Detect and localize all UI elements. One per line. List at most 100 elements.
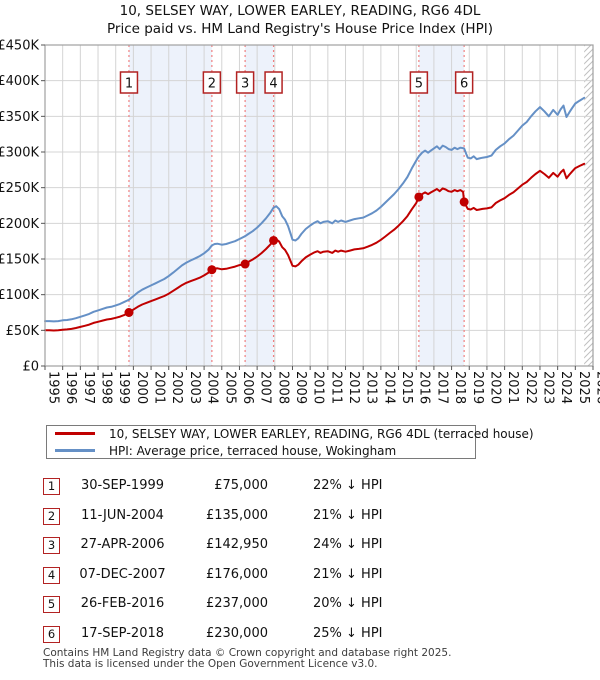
x-tick-label: 1996: [63, 371, 78, 404]
license-footer: Contains HM Land Registry data © Crown c…: [43, 648, 451, 670]
x-tick-label: 1997: [81, 371, 96, 404]
sale-date: 11-JUN-2004: [81, 507, 164, 523]
x-tick-label: 2003: [187, 371, 202, 404]
sale-price: £75,000: [214, 478, 268, 493]
x-tick-label: 2021: [505, 371, 520, 404]
sale-number-badge: 1: [43, 478, 60, 495]
sale-price: £176,000: [205, 566, 268, 582]
x-tick-label: 1995: [46, 371, 61, 404]
x-tick-label: 2011: [328, 371, 343, 404]
x-tick-label: 1999: [116, 371, 131, 404]
sale-number-box: [235, 71, 255, 94]
sale-point-marker: [207, 265, 217, 275]
x-tick-label: 2020: [487, 371, 502, 404]
sale-number-badge: 2: [43, 507, 60, 525]
sales-table: 1 30-SEP-1999 £75,000 22% ↓ HPI 2 11-JUN…: [43, 478, 443, 643]
sale-point-marker: [269, 235, 279, 245]
sale-number-label: 2: [208, 77, 216, 92]
x-tick-label: 2019: [470, 371, 485, 404]
x-tick-label: 2026: [594, 371, 600, 404]
x-tick-label: 2002: [169, 371, 184, 404]
x-tick-label: 2006: [240, 371, 255, 404]
price-history-chart: 1 2 3 4 5 6 £0 £50K £100K £150K £200K £250K £300K £35…: [0, 39, 600, 405]
x-tick-label: 2008: [275, 371, 290, 404]
sale-number-box: [119, 71, 139, 94]
sale-number-label: 6: [460, 77, 468, 92]
sale-point-marker: [240, 259, 250, 269]
y-tick-label: £250K: [0, 181, 39, 196]
x-tick-label: 2012: [346, 371, 361, 404]
page-title: 10, SELSEY WAY, LOWER EARLEY, READING, R…: [119, 3, 481, 19]
x-tick-label: 2014: [381, 371, 396, 404]
x-tick-label: 2009: [293, 371, 308, 404]
x-tick-label: 2016: [417, 371, 432, 404]
sale-number-box: [202, 71, 222, 94]
footer-line-2: This data is licensed under the Open Gov…: [43, 658, 378, 670]
x-tick-label: 1998: [99, 371, 114, 404]
x-tick-label: 2004: [205, 371, 220, 404]
sale-point-marker: [124, 308, 134, 317]
x-tick-label: 2001: [152, 371, 167, 404]
sale-date: 30-SEP-1999: [80, 478, 165, 493]
sale-hpi-delta: 24% ↓ HPI: [313, 537, 383, 552]
table-row: 3 27-APR-2006 £142,950 24% ↓ HPI: [43, 537, 443, 554]
x-tick-label: 2023: [540, 371, 555, 404]
legend-label-hpi: HPI: Average price, terraced house, Woki…: [109, 443, 397, 458]
hpi-line: [44, 96, 586, 323]
x-tick-label: 2015: [399, 371, 414, 404]
y-tick-label: £400K: [0, 74, 39, 89]
sale-point-marker: [459, 197, 469, 207]
table-row: 1 30-SEP-1999 £75,000 22% ↓ HPI: [43, 478, 443, 495]
y-tick-label: £50K: [6, 324, 40, 339]
sale-date: 26-FEB-2016: [80, 596, 165, 611]
sale-price: £237,000: [205, 596, 268, 611]
table-row: 5 26-FEB-2016 £237,000 20% ↓ HPI: [43, 596, 443, 613]
footer-line-1: Contains HM Land Registry data © Crown c…: [43, 647, 452, 659]
price-line-swatch: [55, 432, 95, 435]
sale-hpi-delta: 22% ↓ HPI: [313, 478, 383, 493]
y-tick-label: £450K: [0, 39, 39, 54]
sale-number-box: [409, 71, 429, 94]
ownership-band: [245, 45, 274, 366]
sale-number-badge: 6: [43, 625, 60, 643]
x-tick-label: 2000: [134, 371, 149, 404]
table-row: 2 11-JUN-2004 £135,000 21% ↓ HPI: [43, 507, 443, 525]
y-tick-label: £350K: [0, 110, 39, 125]
sale-number-box: [454, 71, 474, 94]
sale-number-label: 1: [125, 77, 133, 92]
x-tick-label: 2010: [311, 371, 326, 404]
sale-price: £135,000: [205, 507, 268, 523]
page-subtitle: Price paid vs. HM Land Registry's House …: [107, 21, 493, 37]
legend-label-price: 10, SELSEY WAY, LOWER EARLEY, READING, R…: [109, 426, 534, 441]
x-tick-label: 2005: [222, 371, 237, 404]
sale-point-marker: [414, 192, 424, 202]
x-tick-label: 2007: [258, 371, 273, 404]
sale-number-badge: 3: [43, 537, 60, 554]
y-tick-label: £300K: [0, 146, 39, 161]
legend-row-price: 10, SELSEY WAY, LOWER EARLEY, READING, R…: [55, 427, 534, 441]
sale-price: £230,000: [205, 625, 268, 641]
legend-row-hpi: HPI: Average price, terraced house, Woki…: [55, 444, 467, 458]
x-tick-label: 2025: [576, 371, 591, 404]
ownership-band: [128, 45, 212, 366]
x-tick-label: 2022: [523, 371, 538, 404]
x-tick-label: 2024: [558, 371, 573, 404]
sale-number-badge: 5: [43, 596, 60, 613]
sale-date: 27-APR-2006: [80, 537, 165, 552]
price-paid-line: [44, 162, 586, 332]
sale-date: 17-SEP-2018: [80, 625, 165, 641]
plot-border: [44, 44, 594, 367]
ownership-band: [418, 45, 465, 366]
table-row: 4 07-DEC-2007 £176,000 21% ↓ HPI: [43, 566, 443, 584]
future-hatch-region: [584, 45, 593, 366]
sale-number-badge: 4: [43, 566, 60, 584]
sale-number-box: [264, 71, 283, 94]
x-tick-label: 2013: [364, 371, 379, 404]
sale-hpi-delta: 20% ↓ HPI: [313, 596, 383, 611]
sale-hpi-delta: 21% ↓ HPI: [313, 566, 383, 582]
sale-number-label: 4: [269, 77, 277, 92]
sale-price: £142,950: [205, 537, 268, 552]
y-tick-label: £0: [22, 360, 39, 375]
chart-legend: 10, SELSEY WAY, LOWER EARLEY, READING, R…: [46, 425, 534, 459]
